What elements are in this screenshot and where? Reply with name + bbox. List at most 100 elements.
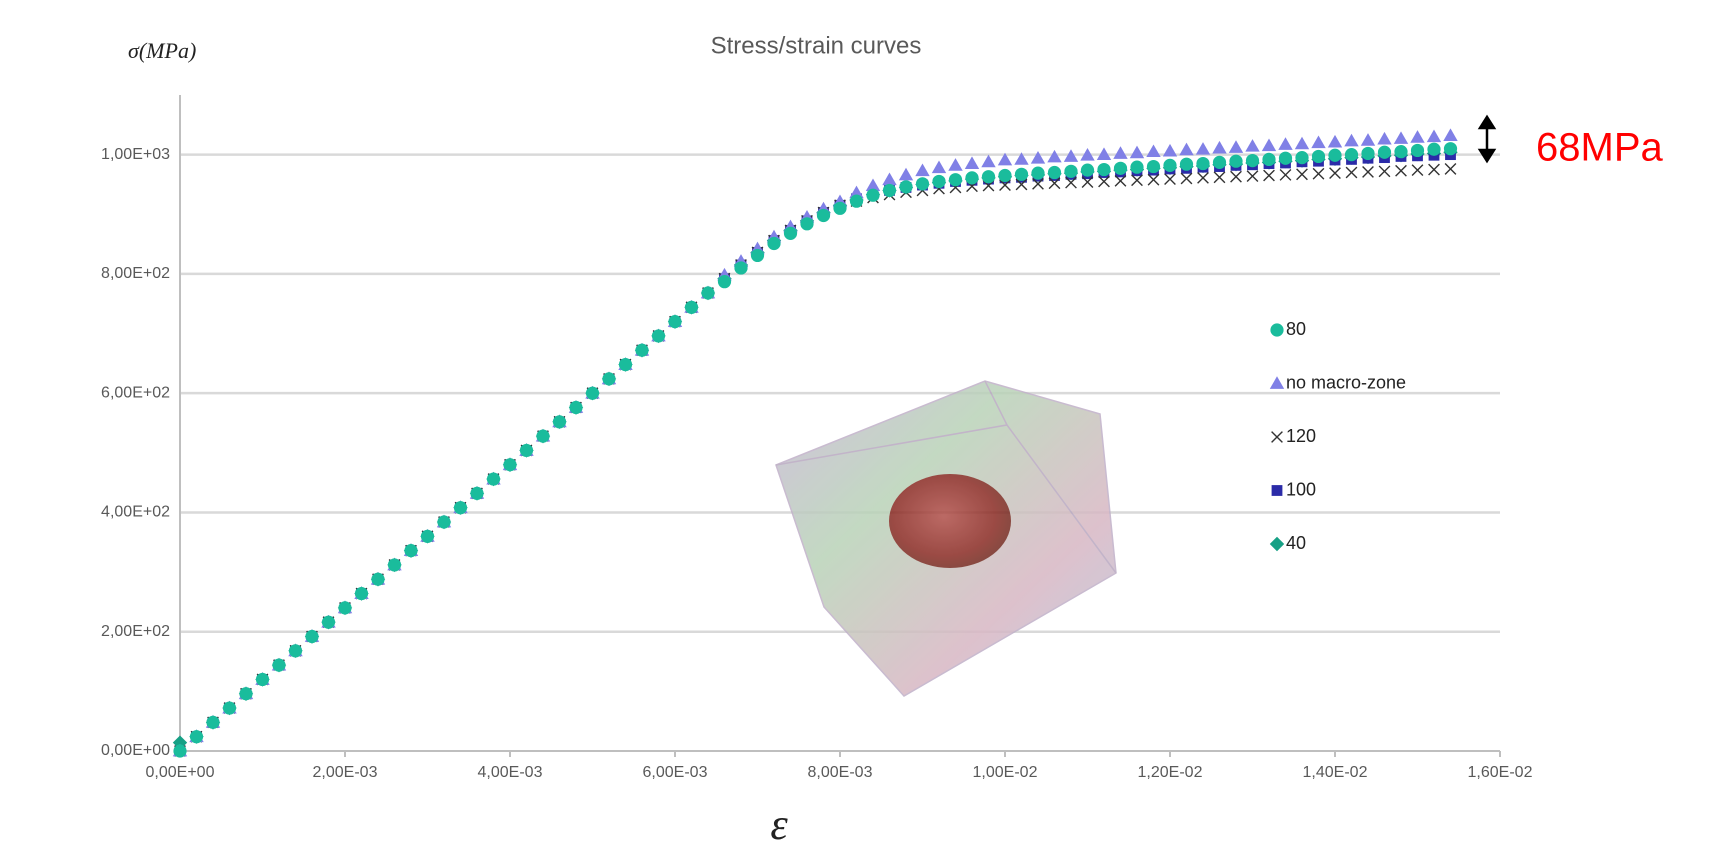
data-point xyxy=(1261,138,1277,152)
data-point xyxy=(1048,177,1061,190)
y-tick-label: 1,00E+03 xyxy=(101,146,170,163)
data-point xyxy=(1031,166,1045,180)
data-point xyxy=(1146,144,1161,158)
data-point xyxy=(1443,142,1458,156)
data-point xyxy=(1081,176,1094,188)
data-point xyxy=(1345,166,1358,179)
data-point xyxy=(1427,142,1441,156)
data-point xyxy=(1047,149,1062,163)
data-point xyxy=(1393,131,1409,144)
data-point xyxy=(404,544,418,558)
difference-arrow xyxy=(1477,114,1497,164)
data-point xyxy=(1195,142,1211,155)
data-point xyxy=(1212,155,1227,169)
data-point xyxy=(998,168,1012,183)
data-point xyxy=(1030,151,1046,164)
data-point xyxy=(1279,169,1292,181)
data-point xyxy=(585,386,600,400)
data-point xyxy=(1327,134,1343,148)
data-point xyxy=(1179,157,1194,171)
data-point xyxy=(899,180,913,194)
data-point xyxy=(1362,166,1374,178)
data-point xyxy=(1065,176,1077,189)
x-tick-label: 6,00E-03 xyxy=(643,764,708,781)
data-point xyxy=(701,286,715,300)
data-point xyxy=(453,501,468,515)
data-point xyxy=(932,174,946,189)
data-point xyxy=(602,372,616,386)
y-tick-label: 6,00E+02 xyxy=(101,384,170,401)
data-point xyxy=(1262,152,1276,167)
data-point xyxy=(222,701,237,715)
data-point xyxy=(618,357,633,372)
data-point xyxy=(999,179,1011,191)
data-point xyxy=(503,458,517,472)
legend-label: 120 xyxy=(1286,426,1316,446)
arrow-head xyxy=(1477,114,1497,130)
legend-label: 40 xyxy=(1286,533,1306,553)
data-point xyxy=(981,170,996,184)
data-point xyxy=(371,572,385,586)
data-point xyxy=(1064,164,1078,178)
x-tick-label: 2,00E-03 xyxy=(313,764,378,781)
data-point xyxy=(1179,142,1194,156)
data-point xyxy=(1245,154,1260,168)
data-point xyxy=(536,429,550,443)
legend-label: 80 xyxy=(1286,319,1306,339)
data-point xyxy=(1428,163,1440,176)
x-tick-label: 4,00E-03 xyxy=(478,764,543,781)
data-point xyxy=(1344,133,1359,147)
x-tick-label: 1,00E-02 xyxy=(973,764,1038,781)
data-point xyxy=(684,300,699,314)
x-tick-label: 1,20E-02 xyxy=(1138,764,1203,781)
data-point xyxy=(635,343,649,357)
data-point xyxy=(849,194,864,208)
data-point xyxy=(783,226,798,240)
legend-marker xyxy=(1269,536,1285,552)
data-point xyxy=(1164,173,1176,185)
data-point xyxy=(305,629,319,644)
legend-label: 100 xyxy=(1286,479,1316,499)
data-point xyxy=(272,658,286,672)
data-point xyxy=(816,208,831,223)
data-point xyxy=(519,443,534,458)
x-tick-label: 1,40E-02 xyxy=(1303,764,1368,781)
data-point xyxy=(1212,140,1227,154)
data-point xyxy=(239,687,253,701)
legend: 80 no macro-zone 120 100 40 xyxy=(1269,319,1406,553)
data-point xyxy=(172,735,188,750)
arrow-head xyxy=(1477,148,1497,164)
grid: 0,00E+00 2,00E+02 4,00E+02 6,00E+02 8,00E+02… xyxy=(101,95,1533,781)
data-point xyxy=(882,172,897,186)
data-point xyxy=(915,177,930,191)
data-point xyxy=(800,217,814,231)
data-point xyxy=(470,486,484,500)
data-point xyxy=(354,586,369,601)
cube-edge xyxy=(984,380,1008,426)
data-point xyxy=(915,163,930,177)
data-point xyxy=(898,167,914,181)
data-point xyxy=(189,730,204,744)
data-point xyxy=(1097,162,1111,177)
y-tick-label: 0,00E+00 xyxy=(101,742,170,759)
data-point xyxy=(1162,143,1178,157)
data-point xyxy=(965,171,979,185)
data-point xyxy=(1196,156,1210,171)
data-point xyxy=(1443,128,1458,141)
y-axis-label: σ(MPa) xyxy=(128,38,196,63)
data-point xyxy=(717,275,732,289)
data-point xyxy=(981,154,996,168)
data-point xyxy=(420,529,435,543)
data-point xyxy=(288,644,303,658)
data-point xyxy=(1113,146,1128,159)
legend-label: no macro-zone xyxy=(1286,372,1406,392)
data-layer xyxy=(172,128,1458,758)
data-point xyxy=(1344,148,1359,162)
data-point xyxy=(1395,164,1407,177)
data-point xyxy=(569,400,583,415)
data-point xyxy=(552,415,567,429)
data-point xyxy=(1130,160,1144,174)
data-point xyxy=(948,158,963,171)
data-point xyxy=(1147,173,1160,186)
data-point xyxy=(1410,143,1425,158)
